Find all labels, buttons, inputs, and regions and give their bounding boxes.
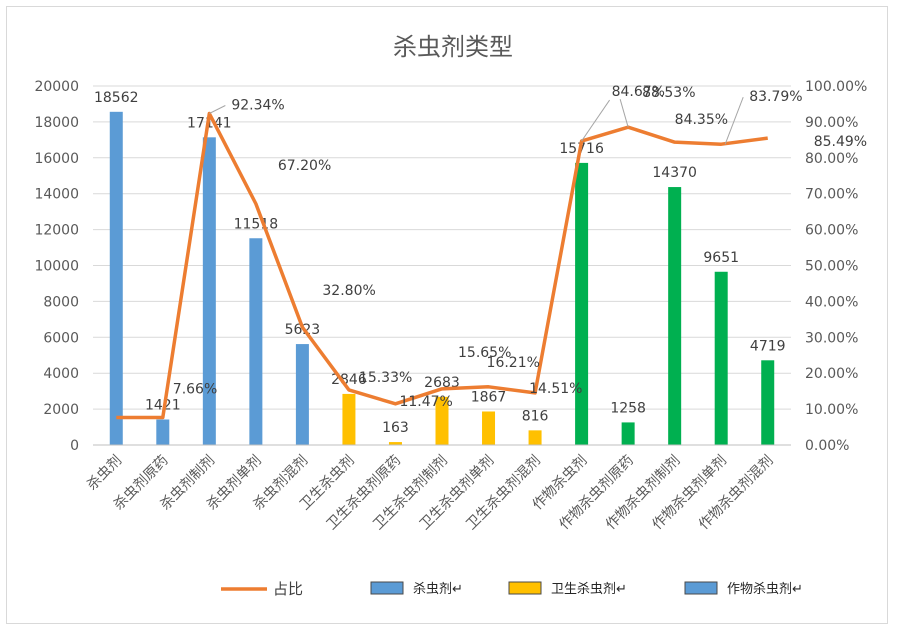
y-right-tick-label: 10.00%	[805, 402, 858, 418]
bar-labels: 1856214211714111518562328461632683186781…	[94, 90, 786, 436]
bar	[435, 396, 449, 445]
line-value-label: 85.49%	[814, 134, 867, 150]
y-left-tick-label: 16000	[34, 151, 79, 167]
line-value-label: 32.80%	[322, 283, 375, 299]
y-left-tick-label: 0	[70, 438, 79, 454]
y-right-tick-label: 60.00%	[805, 223, 858, 239]
bar-value-label: 4719	[750, 338, 786, 354]
bar	[202, 137, 216, 446]
legend-label: 杀虫剂↵	[413, 582, 463, 597]
line-value-label: 67.20%	[278, 158, 331, 174]
legend-label: 占比	[273, 580, 303, 598]
y-axis-left: 0 2000 4000 6000 8000 10000 12000 14000 16000 180…	[34, 79, 79, 454]
y-right-tick-label: 70.00%	[805, 187, 858, 203]
line-value-label: 92.34%	[231, 97, 284, 113]
bar	[761, 360, 775, 445]
x-axis: 杀虫剂杀虫剂原药杀虫剂制剂杀虫剂单剂杀虫剂混剂卫生杀虫剂卫生杀虫剂原药卫生杀虫剂…	[84, 444, 791, 533]
line-value-label: 16.21%	[487, 355, 540, 371]
leader-line	[209, 105, 226, 114]
y-left-tick-label: 18000	[34, 115, 79, 131]
line-value-label: 15.33%	[359, 370, 412, 386]
legend-box-swatch	[370, 581, 404, 595]
bar	[249, 238, 263, 445]
legend-label: 卫生杀虫剂↵	[551, 582, 627, 597]
bar-value-label: 1421	[145, 397, 181, 413]
y-left-tick-label: 10000	[34, 259, 79, 275]
bar-value-label: 816	[522, 408, 549, 424]
bar	[621, 422, 635, 445]
legend-label: 作物杀虫剂↵	[727, 582, 803, 597]
y-right-tick-label: 80.00%	[805, 151, 858, 167]
line-value-label: 83.79%	[749, 89, 802, 105]
bar	[342, 393, 356, 445]
line-value-label: 14.51%	[529, 381, 582, 397]
bar	[388, 442, 402, 445]
y-left-tick-label: 20000	[34, 79, 79, 95]
y-right-tick-label: 100.00%	[805, 79, 867, 95]
y-left-tick-label: 4000	[43, 366, 79, 382]
bar-value-label: 14370	[652, 165, 697, 181]
bar	[109, 111, 123, 445]
chart: 杀虫剂类型 0 2000 4000 6000 8000 10000 12000 14000 16…	[34, 33, 867, 598]
y-right-tick-label: 40.00%	[805, 294, 858, 310]
legend: 占比 杀虫剂↵ 卫生杀虫剂↵ 作物杀虫剂↵	[221, 580, 803, 598]
y-left-tick-label: 6000	[43, 330, 79, 346]
y-left-tick-label: 14000	[34, 187, 79, 203]
chart-title: 杀虫剂类型	[393, 33, 513, 61]
line-value-label: 84.67%	[612, 84, 665, 100]
line-series-occupancy	[116, 111, 768, 420]
bar	[575, 162, 589, 445]
line-value-label: 88.53%	[642, 85, 695, 101]
legend-box-swatch	[508, 581, 542, 595]
bar	[668, 187, 682, 445]
x-tick-label: 杀虫剂	[84, 453, 125, 494]
line-value-label: 11.47%	[399, 394, 452, 410]
bar-value-label: 1258	[610, 400, 646, 416]
y-right-tick-label: 50.00%	[805, 259, 858, 275]
line-value-label: 84.35%	[675, 112, 728, 128]
bar-value-label: 163	[382, 420, 409, 436]
leader-line	[724, 97, 744, 145]
y-left-tick-label: 2000	[43, 402, 79, 418]
bar-value-label: 18562	[94, 90, 139, 106]
leader-line	[581, 99, 611, 142]
legend-box-swatch	[684, 581, 718, 595]
y-right-tick-label: 0.00%	[805, 438, 849, 454]
bars	[109, 111, 775, 446]
bar-value-label: 1867	[471, 389, 507, 405]
bar	[714, 271, 728, 445]
line-labels: 7.66% 92.34% 67.20% 32.80% 15.33% 11.47% 15.65…	[173, 84, 867, 410]
bar	[295, 344, 309, 445]
bar	[482, 411, 496, 445]
bar-value-label: 9651	[703, 250, 739, 266]
line-value-label: 15.65%	[458, 345, 511, 361]
chart-frame: 杀虫剂类型 0 2000 4000 6000 8000 10000 12000 14000 16…	[6, 6, 888, 624]
line-layer	[116, 111, 768, 420]
bar	[528, 430, 542, 445]
y-left-tick-label: 8000	[43, 294, 79, 310]
line-value-label: 7.66%	[173, 382, 217, 398]
leader-line	[619, 99, 629, 128]
y-right-tick-label: 30.00%	[805, 330, 858, 346]
y-right-tick-label: 20.00%	[805, 366, 858, 382]
y-left-tick-label: 12000	[34, 223, 79, 239]
y-right-tick-label: 90.00%	[805, 115, 858, 131]
bar	[156, 419, 170, 445]
y-axis-right: 0.00% 10.00% 20.00% 30.00% 40.00% 50.00% 60.00…	[805, 79, 867, 454]
bar-value-label: 11518	[234, 216, 279, 232]
